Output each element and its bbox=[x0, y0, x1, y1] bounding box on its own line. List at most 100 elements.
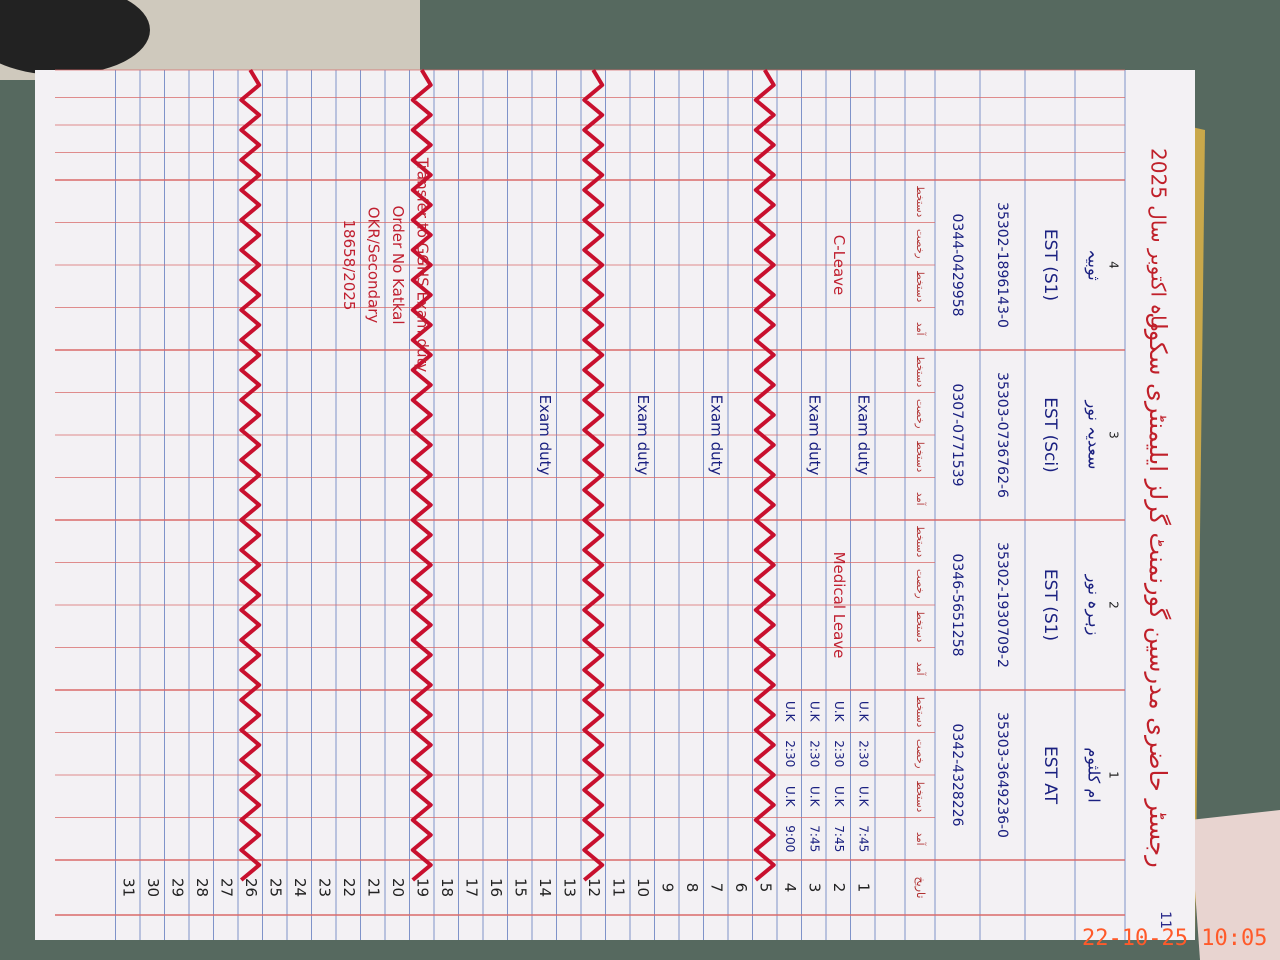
handwritten-note: Exam duty bbox=[805, 395, 823, 476]
handwritten-note: Order No Katkal bbox=[389, 206, 407, 325]
timestamp: 22-10-25 10:05 bbox=[1082, 926, 1268, 951]
day-number: 15 bbox=[511, 878, 529, 897]
handwritten-note: Transfer to GGHS Exam duty bbox=[413, 157, 431, 373]
day-number: 29 bbox=[168, 878, 186, 897]
page-number: 11 bbox=[1157, 911, 1173, 929]
day-number: 9 bbox=[658, 883, 676, 893]
cnic: 35303-3649236-0 bbox=[994, 712, 1010, 838]
day-number: 17 bbox=[462, 878, 480, 897]
cell-entry: U.K bbox=[832, 786, 846, 808]
handwritten-note: Exam duty bbox=[634, 395, 652, 476]
handwritten-note: OKR/Secondary bbox=[364, 207, 382, 324]
cell-entry: U.K bbox=[832, 701, 846, 723]
day-number: 26 bbox=[242, 878, 260, 897]
day-number: 30 bbox=[144, 878, 162, 897]
subcolumn-header: دستخط bbox=[914, 185, 925, 217]
day-number: 3 bbox=[805, 883, 823, 893]
designation: EST (Sci) bbox=[1040, 397, 1060, 472]
day-number: 10 bbox=[634, 878, 652, 897]
cell-entry: 7:45 bbox=[832, 825, 846, 852]
day-number: 4 bbox=[781, 883, 799, 893]
phone: 0307-0771539 bbox=[949, 383, 965, 486]
teacher-number: 1 bbox=[1107, 771, 1121, 779]
subcolumn-header: دستخط bbox=[914, 610, 925, 642]
subcolumn-header: آمد bbox=[914, 322, 927, 337]
day-number: 2 bbox=[830, 883, 848, 893]
title: رجسٹر حاضری مدرسین گورنمنٹ گرلز ایلیمنٹر… bbox=[1144, 312, 1172, 867]
day-number: 16 bbox=[487, 878, 505, 897]
day-number: 28 bbox=[193, 878, 211, 897]
cell-entry: U.K bbox=[783, 701, 797, 723]
handwritten-note: Medical Leave bbox=[830, 552, 848, 659]
phone: 0346-5651258 bbox=[949, 553, 965, 656]
day-number: 13 bbox=[560, 878, 578, 897]
handwritten-note: Exam duty bbox=[536, 395, 554, 476]
subcolumn-header: رخصت bbox=[914, 569, 925, 599]
day-number: 11 bbox=[609, 878, 627, 897]
handwritten-note: Exam duty bbox=[854, 395, 872, 476]
cell-entry: U.K bbox=[807, 786, 821, 808]
handwritten-note: C-Leave bbox=[830, 235, 848, 296]
month-year: ماہ اکتوبر سال 2025 bbox=[1147, 148, 1171, 332]
teacher-number: 4 bbox=[1107, 261, 1121, 269]
handwritten-note: Exam duty bbox=[707, 395, 725, 476]
day-number: 6 bbox=[732, 883, 750, 893]
subcolumn-header: آمد bbox=[914, 662, 927, 677]
cell-entry: U.K bbox=[856, 786, 870, 808]
day-number: 18 bbox=[438, 878, 456, 897]
day-number: 12 bbox=[585, 878, 603, 897]
subcolumn-header: دستخط bbox=[914, 355, 925, 387]
day-number: 22 bbox=[340, 878, 358, 897]
designation: EST AT bbox=[1040, 746, 1060, 805]
object bbox=[0, 0, 150, 75]
subcolumn-header: رخصت bbox=[914, 399, 925, 429]
cell-entry: U.K bbox=[856, 701, 870, 723]
subcolumn-header: آمد bbox=[914, 832, 927, 847]
subcolumn-header: دستخط bbox=[914, 525, 925, 557]
day-number: 1 bbox=[854, 883, 872, 893]
holiday-zigzag bbox=[582, 68, 605, 882]
day-number: 14 bbox=[536, 878, 554, 897]
teacher-name: سعدیہ نور bbox=[1084, 400, 1104, 470]
cell-entry: 9:00 bbox=[783, 825, 797, 852]
designation: EST (S1) bbox=[1040, 229, 1060, 301]
day-number: 7 bbox=[707, 883, 725, 893]
subcolumn-header: دستخط bbox=[914, 780, 925, 812]
day-number: 5 bbox=[756, 883, 774, 893]
paper-scrap bbox=[1190, 810, 1280, 960]
phone: 0342-4328226 bbox=[949, 723, 965, 826]
day-number: 24 bbox=[291, 878, 309, 897]
cell-entry: 2:30 bbox=[832, 740, 846, 767]
cell-entry: 2:30 bbox=[856, 740, 870, 767]
cnic: 35302-1930709-2 bbox=[994, 542, 1010, 668]
phone: 0344-0429958 bbox=[949, 213, 965, 316]
handwritten-note: 18658/2025 bbox=[340, 220, 358, 311]
day-number: 31 bbox=[119, 878, 137, 897]
subcolumn-header: رخصت bbox=[914, 739, 925, 769]
subcolumn-header: رخصت bbox=[914, 229, 925, 259]
teacher-name: ثوبیہ bbox=[1084, 249, 1104, 280]
cnic: 35302-1896143-0 bbox=[994, 202, 1010, 328]
cell-entry: 7:45 bbox=[856, 825, 870, 852]
day-number: 19 bbox=[413, 878, 431, 897]
day-number: 27 bbox=[217, 878, 235, 897]
cell-entry: 2:30 bbox=[783, 740, 797, 767]
day-number: 21 bbox=[364, 878, 382, 897]
cell-entry: 7:45 bbox=[807, 825, 821, 852]
cell-entry: U.K bbox=[783, 786, 797, 808]
day-number: 23 bbox=[315, 878, 333, 897]
paper bbox=[35, 70, 1195, 940]
subcolumn-header: دستخط bbox=[914, 695, 925, 727]
day-number: 8 bbox=[683, 883, 701, 893]
teacher-name: ام کلثوم bbox=[1084, 747, 1104, 802]
day-number: 20 bbox=[389, 878, 407, 897]
holiday-zigzag bbox=[410, 68, 433, 882]
holiday-zigzag bbox=[753, 68, 776, 882]
subcolumn-header: دستخط bbox=[914, 440, 925, 472]
teacher-number: 2 bbox=[1107, 601, 1121, 609]
designation: EST (S1) bbox=[1040, 569, 1060, 641]
day-header: تاریخ bbox=[914, 877, 927, 899]
